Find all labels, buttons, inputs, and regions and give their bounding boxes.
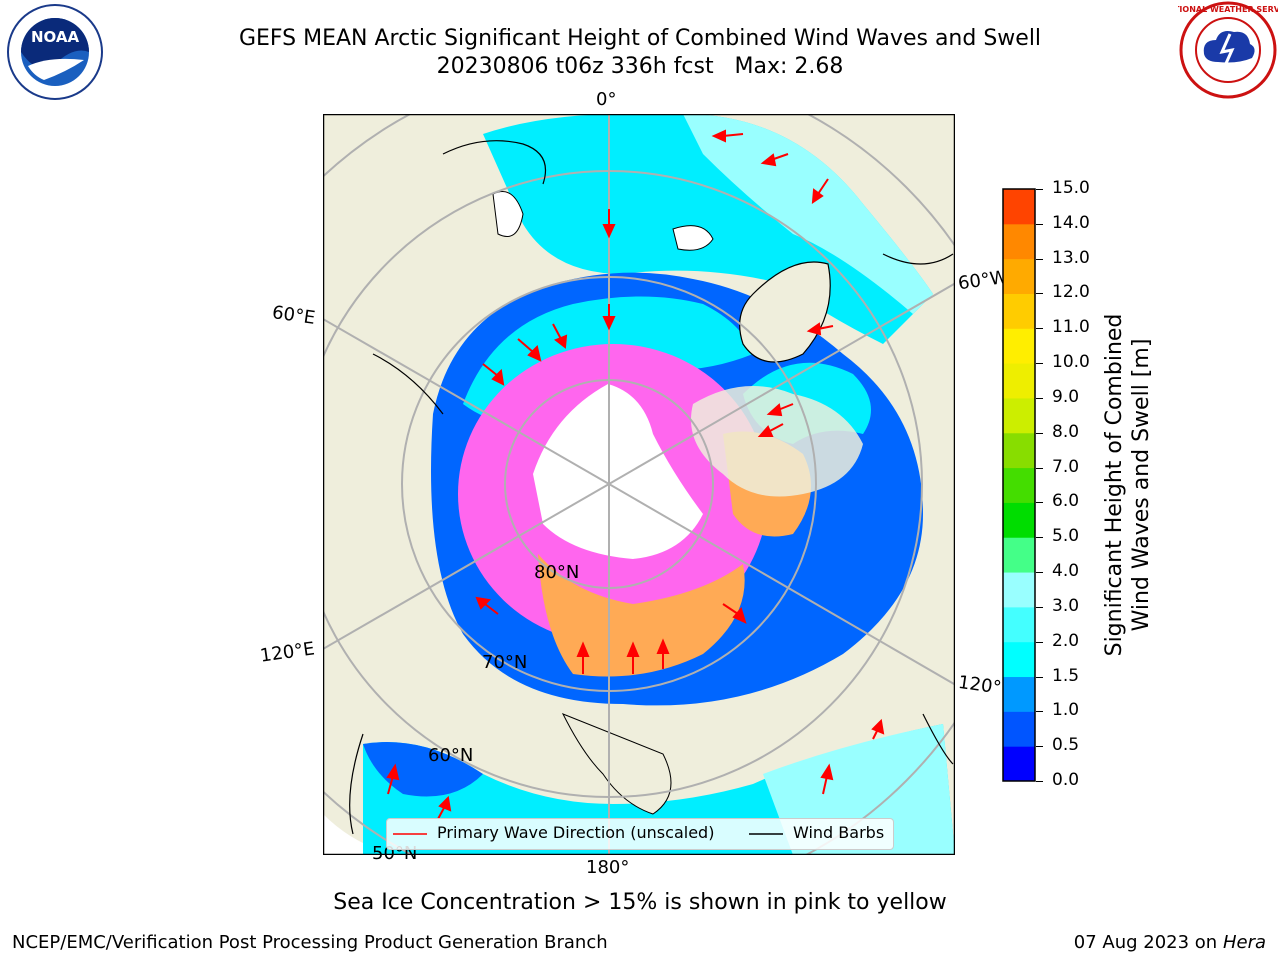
colorbar-tick-label: 11.0 (1052, 317, 1090, 338)
meridian-label-180: 180° (586, 857, 630, 878)
map-frame (323, 114, 955, 855)
colorbar-tick-mark (1036, 746, 1043, 748)
map-legend: Primary Wave Direction (unscaled) Wind B… (386, 818, 894, 850)
colorbar-tick-mark (1036, 328, 1043, 330)
colorbar-segment (1003, 223, 1035, 260)
colorbar-tick-label: 15.0 (1052, 178, 1090, 198)
meridian-label-0: 0° (596, 89, 617, 110)
colorbar-tick-mark (1036, 293, 1043, 295)
nws-logo: NATIONAL WEATHER SERVICE (1178, 1, 1278, 99)
footer-date-text: 07 Aug 2023 on (1073, 932, 1218, 953)
colorbar-tick-mark (1036, 258, 1043, 260)
colorbar-segment (1003, 432, 1035, 469)
colorbar-tick-mark (1036, 572, 1043, 574)
colorbar-tick-label: 13.0 (1052, 247, 1090, 268)
arctic-wave-map (323, 114, 955, 855)
colorbar-tick-mark (1036, 502, 1043, 504)
colorbar-tick-label: 9.0 (1052, 386, 1080, 407)
colorbar-tick-label: 14.0 (1052, 212, 1090, 233)
meridian-label-120e: 120°E (258, 638, 316, 667)
colorbar-label-line2: Wind Waves and Swell [m] (1129, 338, 1154, 632)
colorbar-segment (1003, 746, 1035, 782)
colorbar-tick-mark (1036, 397, 1043, 399)
colorbar-tick-label: 12.0 (1052, 282, 1090, 303)
colorbar-segment (1003, 397, 1035, 434)
wave-direction-swatch (393, 833, 427, 835)
sea-ice-caption: Sea Ice Concentration > 15% is shown in … (333, 890, 947, 915)
footer-branch: NCEP/EMC/Verification Post Processing Pr… (12, 932, 608, 953)
colorbar-tick-label: 6.0 (1052, 491, 1080, 512)
colorbar-segment (1003, 328, 1035, 364)
colorbar-tick-label: 8.0 (1052, 421, 1080, 442)
colorbar-tick-label: 10.0 (1052, 352, 1090, 373)
colorbar-tick-mark (1036, 641, 1043, 643)
colorbar-tick-mark (1036, 189, 1043, 190)
colorbar-tick-label: 4.0 (1052, 561, 1080, 582)
colorbar-tick-mark (1036, 467, 1043, 469)
parallel-label-80n: 80°N (534, 562, 580, 583)
parallel-label-70n: 70°N (482, 652, 528, 673)
colorbar-tick-label: 2.0 (1052, 630, 1080, 651)
parallel-label-60n: 60°N (428, 745, 474, 766)
colorbar-tick-mark (1036, 676, 1043, 678)
pole-no-data (533, 384, 703, 559)
colorbar-tick-mark (1036, 363, 1043, 365)
colorbar-segment (1003, 711, 1035, 747)
colorbar-tick-label: 0.0 (1052, 770, 1080, 790)
legend-barb-label: Wind Barbs (793, 823, 885, 842)
noaa-logo: NOAA (7, 4, 103, 100)
colorbar-segment (1003, 606, 1035, 643)
meridian-label-60e: 60°E (270, 302, 317, 329)
colorbar-tick-mark (1036, 606, 1043, 608)
colorbar-label-line1: Significant Height of Combined (1102, 313, 1127, 657)
colorbar-tick-mark (1036, 223, 1043, 225)
colorbar-segment (1003, 258, 1035, 294)
nws-logo-text: NATIONAL WEATHER SERVICE (1178, 5, 1278, 14)
colorbar (1002, 188, 1036, 782)
sea-ice-orange (538, 554, 745, 677)
colorbar-tick-mark (1036, 432, 1043, 434)
colorbar-tick-label: 0.5 (1052, 735, 1080, 756)
colorbar-segment (1003, 641, 1035, 678)
wind-barb-swatch (749, 833, 783, 835)
colorbar-tick-label: 1.5 (1052, 665, 1080, 686)
noaa-logo-text: NOAA (31, 28, 80, 46)
chart-title: GEFS MEAN Arctic Significant Height of C… (238, 26, 1042, 51)
colorbar-tick-label: 3.0 (1052, 595, 1080, 616)
greenland (739, 261, 831, 363)
colorbar-segment (1003, 467, 1035, 503)
colorbar-segment (1003, 676, 1035, 712)
colorbar-tick-label: 5.0 (1052, 526, 1080, 547)
colorbar-segment (1003, 363, 1035, 399)
legend-wave-label: Primary Wave Direction (unscaled) (437, 823, 715, 842)
colorbar-tick-mark (1036, 537, 1043, 539)
chart-subtitle: 20230806 t06z 336h fcst Max: 2.68 (436, 54, 844, 79)
wave-arrows (386, 129, 885, 820)
footer-date: 07 Aug 2023 on Hera (1074, 932, 1266, 953)
colorbar-segment (1003, 572, 1035, 608)
colorbar-segment (1003, 502, 1035, 538)
colorbar-tick-label: 1.0 (1052, 700, 1080, 721)
colorbar-segment (1003, 537, 1035, 573)
colorbar-segment (1003, 189, 1035, 225)
footer-host: Hera (1222, 932, 1266, 953)
colorbar-segment (1003, 293, 1035, 329)
colorbar-tick-mark (1036, 711, 1043, 713)
colorbar-tick-label: 7.0 (1052, 456, 1080, 477)
colorbar-tick-mark (1036, 781, 1043, 782)
